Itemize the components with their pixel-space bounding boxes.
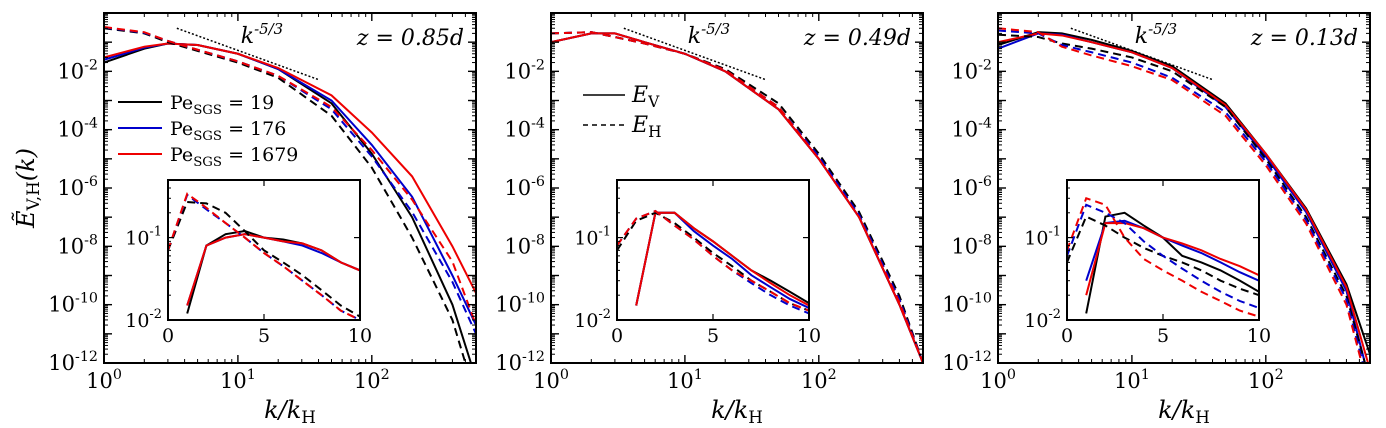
- inset-series-line-5: [1067, 203, 1259, 309]
- legend-label: PeSGS = 1679: [170, 144, 298, 170]
- x-axis-title: k/kH: [264, 396, 316, 427]
- y-tick-label: 10-12: [495, 349, 545, 375]
- inset-plot: 0 5 10 10-2 10-1: [574, 179, 821, 347]
- series-group: [551, 27, 923, 363]
- y-tick-label: 10-4: [951, 116, 992, 142]
- inset-background: [617, 180, 809, 320]
- legend-label: PeSGS = 176: [170, 118, 286, 144]
- series-line-3: [551, 32, 923, 363]
- inset-series-line-6: [617, 209, 809, 312]
- depth-annotation: z = 0.85d: [356, 26, 464, 51]
- series-group: [998, 27, 1370, 363]
- x-tick-label: 101: [220, 367, 256, 393]
- inset-series-group: [168, 192, 360, 320]
- y-tick-label: 10-10: [495, 291, 545, 317]
- series-line-6: [104, 26, 476, 326]
- inset-x-tick-label: 10: [1247, 325, 1271, 347]
- series-line-6: [998, 27, 1363, 363]
- y-tick-label: 10-8: [504, 232, 545, 258]
- x-tick-label: 102: [354, 367, 390, 393]
- inset-y-tick-label: 10-1: [125, 225, 162, 250]
- y-tick-label: 10-2: [951, 57, 992, 83]
- x-tick-label: 101: [667, 367, 703, 393]
- y-tick-label: 10-4: [504, 116, 545, 142]
- series-group: [104, 26, 476, 363]
- slope-label: k-5/3: [688, 20, 730, 49]
- x-axis-title: k/kH: [1158, 396, 1210, 427]
- series-line-7: [623, 27, 766, 81]
- series-line-7: [176, 27, 319, 81]
- x-tick-label: 101: [1114, 367, 1150, 393]
- x-tick-label: 100: [533, 367, 569, 393]
- y-tick-label: 10-12: [48, 349, 98, 375]
- inset-y-tick-label: 10-2: [1024, 307, 1061, 332]
- inset-series-line-6: [1067, 197, 1259, 318]
- y-tick-label: 10-2: [504, 57, 545, 83]
- inset-x-tick-label: 0: [611, 325, 623, 347]
- y-tick-label: 10-2: [57, 57, 98, 83]
- slope-label: k-5/3: [241, 20, 283, 49]
- x-tick-label: 102: [801, 367, 837, 393]
- y-tick-label: 10-10: [48, 291, 98, 317]
- inset-x-tick-label: 0: [162, 325, 174, 347]
- depth-annotation: z = 0.13d: [1250, 26, 1358, 51]
- y-tick-label: 10-8: [57, 232, 98, 258]
- inset-plot: 0 5 10 10-2 10-1: [1024, 179, 1271, 347]
- y-axis-title: ẼV,H(k): [11, 148, 43, 229]
- legend-label: PeSGS = 19: [170, 92, 274, 118]
- inset-series-group: [1067, 197, 1259, 318]
- y-tick-label: 10-6: [951, 174, 992, 200]
- inset-plot: 0 5 10 10-2 10-1: [125, 179, 372, 347]
- inset-series-line-1: [1085, 211, 1259, 314]
- x-tick-label: 100: [86, 367, 122, 393]
- inset-x-tick-label: 0: [1061, 325, 1073, 347]
- inset-x-tick-label: 5: [1157, 325, 1169, 347]
- y-tick-label: 10-6: [57, 174, 98, 200]
- inset-series-line-3: [186, 233, 360, 306]
- series-line-3: [998, 32, 1369, 363]
- inset-y-tick-label: 10-1: [1024, 225, 1061, 250]
- inset-series-group: [617, 209, 809, 315]
- y-tick-label: 10-6: [504, 174, 545, 200]
- series-line-7: [1070, 27, 1213, 81]
- inset-y-tick-label: 10-2: [125, 307, 162, 332]
- y-tick-label: 10-4: [57, 116, 98, 142]
- x-tick-label: 102: [1248, 367, 1284, 393]
- y-tick-label: 10-8: [951, 232, 992, 258]
- inset-y-tick-label: 10-1: [574, 225, 611, 250]
- slope-label: k-5/3: [1135, 20, 1177, 49]
- inset-series-line-4: [168, 201, 360, 318]
- legend-label: EH: [631, 113, 661, 141]
- inset-x-tick-label: 10: [348, 325, 372, 347]
- x-axis-title: k/kH: [711, 396, 763, 427]
- x-tick-label: 100: [980, 367, 1016, 393]
- series-line-3: [104, 42, 476, 294]
- inset-x-tick-label: 5: [258, 325, 270, 347]
- inset-series-line-6: [168, 192, 360, 320]
- inset-x-tick-label: 10: [797, 325, 821, 347]
- series-line-6: [551, 31, 923, 363]
- inset-series-line-3: [635, 211, 809, 307]
- y-tick-label: 10-10: [942, 291, 992, 317]
- inset-x-tick-label: 5: [707, 325, 719, 347]
- legend-label: EV: [631, 83, 660, 111]
- inset-y-tick-label: 10-2: [574, 307, 611, 332]
- depth-annotation: z = 0.49d: [803, 26, 911, 51]
- y-tick-label: 10-12: [942, 349, 992, 375]
